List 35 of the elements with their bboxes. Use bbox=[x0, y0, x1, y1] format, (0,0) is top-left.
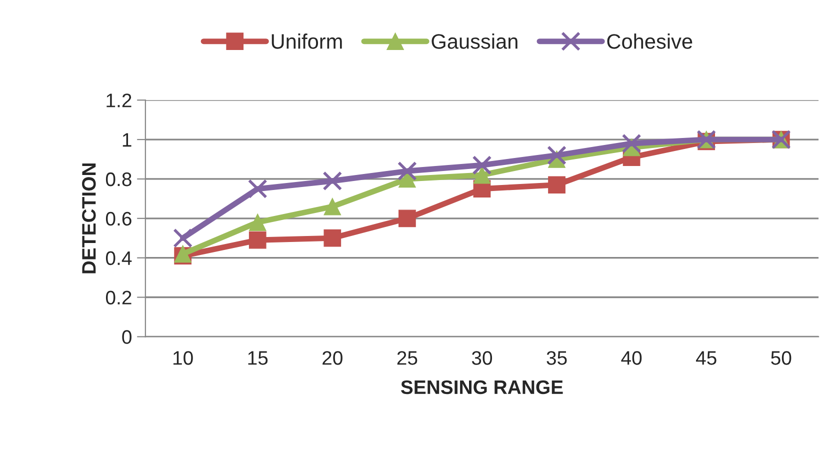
x-tick-label: 10 bbox=[173, 351, 193, 365]
legend-label: Uniform bbox=[272, 34, 342, 49]
x-tick-label: 25 bbox=[397, 351, 418, 365]
y-tick-label: 0.6 bbox=[106, 212, 132, 226]
point bbox=[248, 231, 266, 249]
point bbox=[322, 171, 342, 191]
y-tick-label: 0.4 bbox=[106, 251, 132, 266]
y-tick-label: 1 bbox=[122, 133, 132, 147]
x-tick-label: 50 bbox=[771, 351, 792, 365]
point bbox=[397, 161, 417, 181]
point bbox=[248, 179, 268, 199]
x-tick-label: 45 bbox=[696, 351, 716, 365]
y-tick-label: 0.8 bbox=[106, 172, 132, 186]
point bbox=[548, 176, 566, 194]
x-tick-label: 35 bbox=[546, 351, 567, 365]
point bbox=[324, 229, 342, 247]
point bbox=[398, 210, 416, 228]
y-axis-title: DETECTION bbox=[82, 164, 96, 274]
point bbox=[473, 166, 491, 184]
x-tick-label: 15 bbox=[248, 351, 268, 365]
x-tick-label: 40 bbox=[621, 351, 642, 365]
y-tick-label: 0 bbox=[122, 330, 132, 344]
point bbox=[324, 198, 342, 216]
point bbox=[622, 134, 642, 154]
y-tick-label: 0.2 bbox=[106, 290, 132, 305]
legend-label: Gaussian bbox=[432, 34, 518, 49]
point bbox=[547, 146, 566, 166]
point bbox=[248, 214, 266, 232]
x-axis-title: SENSING RANGE bbox=[400, 380, 563, 394]
y-tick-label: 1.2 bbox=[106, 94, 132, 108]
point bbox=[173, 228, 193, 248]
point bbox=[472, 155, 492, 175]
x-tick-label: 20 bbox=[322, 351, 342, 365]
legend-label: Cohesive bbox=[607, 34, 692, 49]
x-tick-label: 30 bbox=[472, 351, 492, 365]
